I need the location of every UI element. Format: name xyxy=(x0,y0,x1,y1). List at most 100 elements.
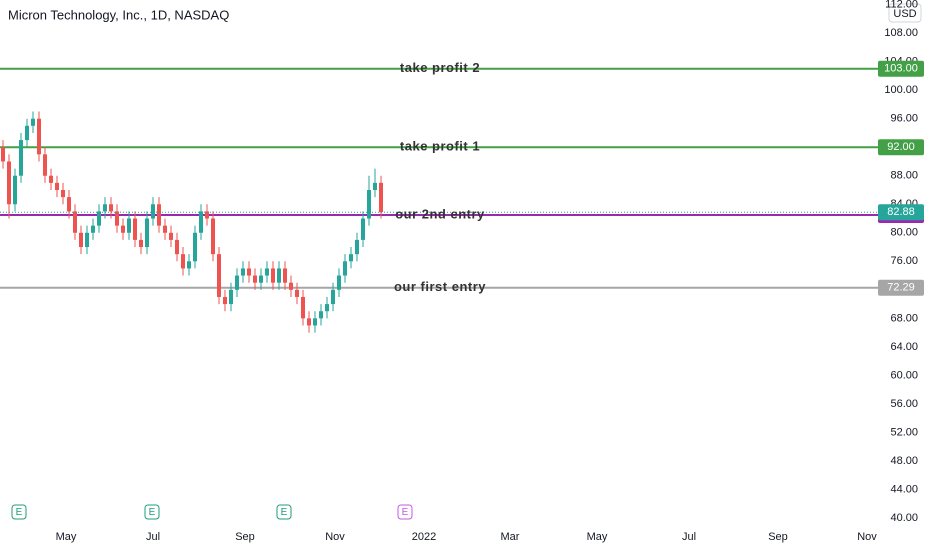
candle-body xyxy=(103,204,107,212)
candle-body xyxy=(145,218,149,248)
x-tick-label: Sep xyxy=(235,531,255,543)
candle-body xyxy=(301,296,305,319)
candle-body xyxy=(91,225,95,233)
earnings-marker xyxy=(397,504,413,520)
candle-body xyxy=(139,239,143,248)
x-tick-label: Jul xyxy=(682,531,696,543)
candle-body xyxy=(235,275,239,290)
y-tick-label: 76.00 xyxy=(890,255,918,267)
y-tick-label: 68.00 xyxy=(890,312,918,324)
candle-body xyxy=(37,118,41,155)
y-tick-label: 108.00 xyxy=(884,27,918,39)
candle-body xyxy=(295,289,299,297)
y-tick-label: 88.00 xyxy=(890,170,918,182)
candle-body xyxy=(169,232,173,240)
candle-body xyxy=(307,318,311,326)
candle-body xyxy=(97,211,101,226)
last-price-label: 82.88 xyxy=(887,206,915,218)
candle-body xyxy=(277,268,281,283)
candle-body xyxy=(325,304,329,312)
candle-body xyxy=(127,218,131,233)
candle-body xyxy=(193,232,197,262)
candle-body xyxy=(349,254,353,262)
earnings-label[interactable]: E xyxy=(402,507,409,518)
level-price-label: 92.00 xyxy=(887,141,915,153)
y-tick-label: 48.00 xyxy=(890,455,918,467)
y-tick-label: 40.00 xyxy=(890,512,918,524)
candle-body xyxy=(229,289,233,305)
x-tick-label: Jul xyxy=(146,531,160,543)
candle-body xyxy=(157,204,161,226)
earnings-marker xyxy=(11,504,27,520)
candle-body xyxy=(283,268,287,283)
earnings-marker xyxy=(276,504,292,520)
candle-body xyxy=(205,211,209,219)
earnings-label[interactable]: E xyxy=(281,507,288,518)
x-tick-label: 2022 xyxy=(412,531,436,543)
x-tick-label: Nov xyxy=(857,531,877,543)
level-label: our first entry xyxy=(394,279,486,294)
candle-body xyxy=(67,197,71,212)
candle-body xyxy=(319,311,323,319)
level-label: take profit 1 xyxy=(400,139,480,154)
candle-body xyxy=(7,161,11,205)
candle-body xyxy=(61,189,65,198)
level-label: take profit 2 xyxy=(400,60,480,75)
level-price-label: 103.00 xyxy=(884,63,918,75)
y-tick-label: 112.00 xyxy=(885,0,918,11)
earnings-label[interactable]: E xyxy=(149,507,156,518)
x-tick-label: Sep xyxy=(768,531,788,543)
candle-body xyxy=(199,211,203,233)
candle-body xyxy=(73,211,77,233)
candle-body xyxy=(115,211,119,226)
candle-body xyxy=(253,275,257,283)
candle-body xyxy=(49,175,53,183)
candle-body xyxy=(19,140,23,176)
candle-body xyxy=(85,232,89,248)
chart-title: Micron Technology, Inc., 1D, NASDAQ xyxy=(8,7,229,22)
level-price-box xyxy=(878,60,924,77)
candle-body xyxy=(379,182,383,213)
candle-body xyxy=(241,268,245,276)
candle-body xyxy=(259,275,263,283)
earnings-marker xyxy=(144,504,160,520)
candle-body xyxy=(79,232,83,248)
x-tick-label: Mar xyxy=(501,531,520,543)
candle-body xyxy=(313,318,317,326)
candle-body xyxy=(25,125,29,141)
candle-body xyxy=(247,268,251,276)
x-tick-label: May xyxy=(56,531,77,543)
level-label: our 2nd entry xyxy=(395,206,485,221)
y-tick-label: 64.00 xyxy=(890,341,918,353)
earnings-label[interactable]: E xyxy=(16,507,23,518)
candle-body xyxy=(13,175,17,205)
candle-body xyxy=(31,118,35,126)
y-tick-label: 100.00 xyxy=(884,84,918,96)
candle-body xyxy=(1,147,5,162)
candle-body xyxy=(361,218,365,240)
y-tick-label: 96.00 xyxy=(890,113,918,125)
currency-box[interactable] xyxy=(888,3,922,23)
candle-body xyxy=(211,218,215,255)
candle-body xyxy=(181,254,185,269)
candle-body xyxy=(271,268,275,283)
candle-body xyxy=(331,289,335,305)
candle-body xyxy=(343,261,347,276)
x-tick-label: May xyxy=(587,531,608,543)
level-price-label: 72.29 xyxy=(887,282,915,294)
x-tick-label: Nov xyxy=(325,531,345,543)
candle-body xyxy=(367,189,371,219)
candle-body xyxy=(121,225,125,233)
candle-body xyxy=(163,225,167,233)
level-price-box xyxy=(878,139,924,156)
last-price-box xyxy=(878,204,924,221)
candle-body xyxy=(175,239,179,255)
y-tick-label: 56.00 xyxy=(890,398,918,410)
y-tick-label: 60.00 xyxy=(890,369,918,381)
y-tick-label: 44.00 xyxy=(890,483,918,495)
candle-body xyxy=(265,268,269,276)
candle-body xyxy=(151,204,155,219)
y-tick-label: 80.00 xyxy=(890,227,918,239)
